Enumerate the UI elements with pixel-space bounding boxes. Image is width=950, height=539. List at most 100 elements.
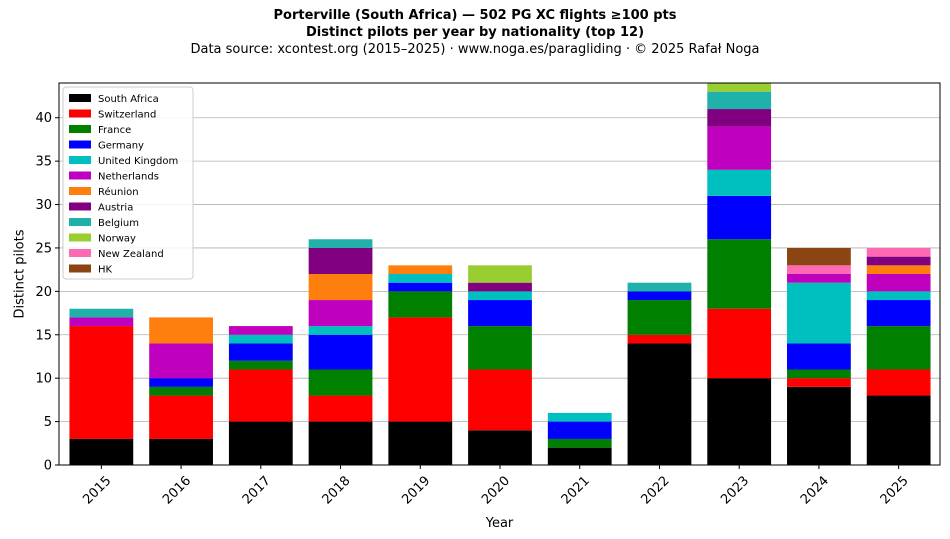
x-tick-label: 2018 <box>320 473 354 507</box>
bar-segment <box>149 317 213 344</box>
bar-segment <box>547 447 612 465</box>
bar-segment <box>787 378 851 387</box>
chart-source-note: Data source: xcontest.org (2015–2025) · … <box>190 42 760 57</box>
bar-segment <box>308 326 373 335</box>
bar-segment <box>149 438 213 465</box>
bar-segment <box>787 282 851 344</box>
bar-segment <box>308 395 373 422</box>
bar-segment <box>787 369 851 379</box>
bar-segment <box>627 343 692 465</box>
bar-segment <box>547 421 612 439</box>
bar-segment <box>149 395 213 439</box>
x-tick-label: 2023 <box>718 473 752 507</box>
legend-label: Austria <box>98 203 133 214</box>
bar-segment <box>787 386 851 465</box>
bar-segment <box>787 265 851 274</box>
bar-segment <box>388 265 453 274</box>
legend-label: Réunion <box>98 186 139 198</box>
bar-segment <box>866 300 931 327</box>
chart-subtitle: Distinct pilots per year by nationality … <box>305 25 645 40</box>
legend-label: United Kingdom <box>98 156 178 167</box>
x-tick-label: 2025 <box>878 473 912 507</box>
bar-segment <box>866 369 931 396</box>
bar-segment <box>308 247 373 274</box>
legend-swatch <box>69 140 91 149</box>
bar-segment <box>627 300 692 335</box>
legend-swatch <box>69 171 91 180</box>
y-tick-label: 5 <box>44 415 52 430</box>
bar-segment <box>468 282 532 292</box>
bar-segment <box>468 369 532 431</box>
bar-segment <box>866 326 931 370</box>
x-tick-label: 2015 <box>80 473 114 507</box>
bar-segment <box>468 300 532 327</box>
bar-segment <box>707 109 772 127</box>
bar-segment <box>866 395 931 465</box>
x-axis-label: Year <box>485 516 514 531</box>
bar-segment <box>707 126 772 170</box>
legend-label: Netherlands <box>98 172 159 183</box>
legend: South Africa Switzerland France Germany Unit… <box>62 86 194 280</box>
bar-segment <box>388 282 453 292</box>
y-tick-label: 0 <box>44 459 52 474</box>
legend-label: Switzerland <box>98 110 156 121</box>
bar-segment <box>388 317 453 422</box>
bar-segment <box>787 343 851 370</box>
y-tick-label: 10 <box>35 372 52 387</box>
x-tick-label: 2022 <box>638 473 672 507</box>
x-tick-label: 2024 <box>798 473 832 507</box>
legend-box <box>62 86 194 280</box>
legend-swatch <box>69 202 91 211</box>
bar-segment <box>866 265 931 274</box>
legend-swatch <box>69 94 91 102</box>
x-tick-label: 2020 <box>479 473 513 507</box>
legend-swatch <box>69 156 91 164</box>
bar-segment <box>468 265 532 283</box>
bar-segment <box>69 438 134 465</box>
legend-swatch <box>69 249 91 257</box>
bar-segment <box>787 274 851 283</box>
y-tick-label: 30 <box>35 198 52 213</box>
bar-segment <box>308 274 373 301</box>
x-tick-label: 2016 <box>160 473 194 507</box>
legend-label: France <box>98 125 131 136</box>
legend-label: South Africa <box>98 94 159 105</box>
chart-title: Porterville (South Africa) — 502 PG XC f… <box>273 8 677 23</box>
bar-segment <box>228 343 293 361</box>
bar-segment <box>627 282 692 292</box>
x-axis: 2015 2016 2017 2018 2019 2020 2021 2022 2023 2024… <box>80 465 912 507</box>
bar-segment <box>707 378 772 465</box>
bar-segment <box>228 360 293 370</box>
legend-swatch <box>69 187 91 195</box>
bar-segment <box>308 369 373 396</box>
x-tick-label: 2021 <box>559 473 593 507</box>
legend-swatch <box>69 109 91 118</box>
bar-segment <box>707 239 772 309</box>
legend-swatch <box>69 233 91 242</box>
bar-segment <box>69 317 134 327</box>
bar-segment <box>866 291 931 301</box>
bar-segment <box>69 308 134 318</box>
bar-segment <box>388 274 453 283</box>
bar-stacks <box>69 83 931 465</box>
bar-segment <box>707 91 772 110</box>
legend-swatch <box>69 125 91 133</box>
bar-segment <box>707 308 772 379</box>
bar-segment <box>787 247 851 266</box>
y-axis-label: Distinct pilots <box>13 229 28 318</box>
bar-segment <box>866 247 931 257</box>
bar-segment <box>228 421 293 465</box>
bar-segment <box>707 83 772 92</box>
bar-segment <box>866 256 931 266</box>
legend-label: Norway <box>98 234 136 245</box>
legend-swatch <box>69 264 91 273</box>
bar-segment <box>707 195 772 240</box>
bar-segment <box>388 291 453 318</box>
bar-segment <box>627 334 692 344</box>
bar-segment <box>308 334 373 370</box>
bar-segment <box>707 169 772 196</box>
legend-swatch <box>69 218 91 226</box>
bar-segment <box>228 369 293 422</box>
legend-label: HK <box>98 265 113 276</box>
